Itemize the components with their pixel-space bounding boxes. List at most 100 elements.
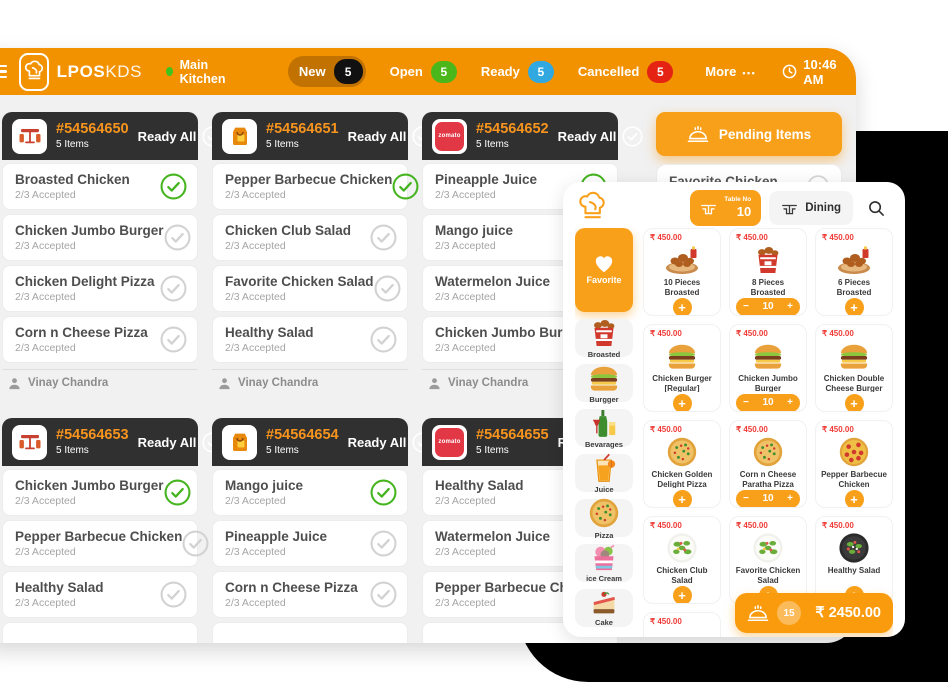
add-item-button[interactable]: + [672, 393, 692, 411]
order-item-row[interactable]: Corn n Cheese Pizza 2/3 Accepted [212, 571, 408, 618]
ready-all-button[interactable]: Ready All [558, 125, 644, 147]
increase-button[interactable]: + [787, 493, 793, 505]
add-item-button[interactable]: + [672, 297, 692, 315]
category-bevarages[interactable]: Bevarages [575, 409, 633, 449]
status-filter-new[interactable]: New 5 [287, 56, 366, 87]
order-item-row[interactable]: Chicken Jumbo Burger 2/3 Accepted [2, 214, 198, 261]
item-check-icon[interactable] [370, 224, 397, 251]
category-broasted[interactable]: Broasted [575, 319, 633, 359]
cart-bar[interactable]: 15 ₹ 2450.00 [735, 593, 893, 633]
item-check-icon[interactable] [182, 530, 209, 557]
increase-button[interactable]: + [787, 397, 793, 409]
menu-item-card[interactable]: ₹ 450.00 6 Pieces Broasted Chicken+3 Kubo… [815, 228, 893, 316]
category-burgger[interactable]: Burgger [575, 364, 633, 404]
item-check-icon[interactable] [374, 275, 401, 302]
item-check-icon[interactable] [160, 173, 187, 200]
item-check-icon[interactable] [370, 326, 397, 353]
ready-all-button[interactable]: Ready All [138, 431, 224, 453]
decrease-button[interactable]: − [743, 493, 749, 505]
order-item-row[interactable]: Chicken Jumbo Burger 2/3 Accepted [2, 469, 198, 516]
table-number-button[interactable]: Table No 10 [690, 190, 762, 226]
more-button[interactable]: More ••• [705, 64, 756, 79]
menu-item-name: Chicken Burger [Regular] [652, 373, 712, 392]
add-item-button[interactable]: + [672, 489, 692, 507]
add-item-button[interactable]: + [844, 393, 864, 411]
add-item-button[interactable]: + [844, 489, 864, 507]
menu-item-card[interactable]: ₹ 450.00 Chicken Club Salad + [643, 516, 721, 604]
order-item-meta: Pepper Barbecue Chicken 2/3 Accepted [435, 580, 602, 609]
add-item-button[interactable]: + [844, 297, 864, 315]
quantity-stepper[interactable]: − 10 + [736, 393, 800, 411]
item-check-icon[interactable] [160, 275, 187, 302]
pizza-pepperoni-icon [838, 436, 870, 468]
menu-item-card[interactable]: ₹ 450.00 Corn n Cheese Paratha Pizza − 10 + [729, 420, 807, 508]
person-icon [8, 377, 21, 390]
item-check-icon[interactable] [160, 581, 187, 608]
status-filter-cancelled[interactable]: Cancelled 5 [578, 60, 674, 83]
ready-all-check-icon[interactable] [622, 125, 643, 147]
menu-item-card[interactable]: ₹ 450.00 10 Pieces Broasted Chicken+5 Kub… [643, 228, 721, 316]
chef-hat-white-icon [22, 59, 46, 84]
order-item-row[interactable]: Healthy Salad 2/3 Accepted [212, 316, 408, 363]
ready-all-button[interactable]: Ready All [348, 431, 434, 453]
menu-item-card[interactable]: ₹ 450.00 Chicken Golden Delight Pizza + [643, 420, 721, 508]
order-card-header: #54564653 5 Items Ready All [2, 418, 223, 466]
item-check-icon[interactable] [392, 173, 419, 200]
order-item-row[interactable]: Broasted Chicken 2/3 Accepted [2, 163, 198, 210]
kitchen-selector[interactable]: Main Kitchen [166, 58, 236, 86]
category-juice[interactable]: Juice [575, 453, 633, 494]
menu-item-card[interactable]: ₹ 450.00 Chicken Burger [Regular] + [643, 324, 721, 412]
order-item-row[interactable]: Pepper Barbecue Chicken 2/3 Accepted [212, 163, 419, 210]
order-item-row[interactable]: Chicken Club Salad 2/3 Accepted [212, 214, 408, 261]
item-check-icon[interactable] [164, 224, 191, 251]
increase-button[interactable]: + [787, 301, 793, 313]
cloche-icon [747, 604, 769, 623]
ready-all-button[interactable]: Ready All [348, 125, 434, 147]
order-item-row[interactable]: Favorite Chicken Salad 2/3 Accepted [212, 265, 408, 312]
category-label: Juice [594, 484, 614, 494]
menu-item-card[interactable]: ₹ 450.00 8 Pieces Broasted Chicken+4 Kubo… [729, 228, 807, 316]
status-filter-ready[interactable]: Ready 5 [481, 60, 554, 83]
decrease-button[interactable]: − [743, 301, 749, 313]
order-item-row[interactable]: Mango juice 2/3 Accepted [212, 469, 408, 516]
menu-item-image [734, 243, 802, 277]
decrease-button[interactable]: − [743, 397, 749, 409]
menu-item-card[interactable]: ₹ 450.00 Pepper Barbecue Chicken + [815, 420, 893, 508]
ready-all-button[interactable]: Ready All [138, 125, 224, 147]
category-cake[interactable]: Cake [575, 589, 633, 627]
menu-item-partial[interactable]: ₹ 450.00 [643, 612, 721, 637]
menu-item-card[interactable]: ₹ 450.00 Chicken Jumbo Burger − 10 + [729, 324, 807, 412]
category-favorite[interactable]: Favorite [575, 228, 633, 312]
menu-item-name: Healthy Salad [827, 565, 881, 575]
item-check-icon[interactable] [160, 326, 187, 353]
icecream-icon [591, 544, 617, 572]
item-check-icon[interactable] [370, 530, 397, 557]
order-item-row[interactable]: Healthy Salad 2/3 Accepted [2, 571, 198, 618]
item-check-icon[interactable] [164, 479, 191, 506]
clock-icon [782, 64, 797, 79]
hamburger-menu-icon[interactable] [0, 64, 8, 79]
order-item-row[interactable]: Pepper Barbecue Chicken 2/3 Accepted [2, 520, 209, 567]
pending-items-button[interactable]: Pending Items [656, 112, 842, 156]
order-item-meta: Healthy Salad 2/3 Accepted [435, 478, 524, 507]
order-item-name: Pepper Barbecue Chicken [435, 580, 603, 595]
order-item-partial [212, 622, 408, 643]
status-filter-open[interactable]: Open 5 [390, 60, 457, 83]
quantity-stepper[interactable]: − 10 + [736, 297, 800, 315]
menu-item-image [734, 531, 802, 565]
item-check-icon[interactable] [370, 479, 397, 506]
item-check-icon[interactable] [370, 581, 397, 608]
menu-item-card[interactable]: ₹ 450.00 Chicken Double Cheese Burger + [815, 324, 893, 412]
search-button[interactable] [859, 191, 893, 225]
order-item-row[interactable]: Chicken Delight Pizza 2/3 Accepted [2, 265, 198, 312]
quantity-stepper[interactable]: − 10 + [736, 489, 800, 507]
order-item-row[interactable]: Corn n Cheese Pizza 2/3 Accepted [2, 316, 198, 363]
category-pizza[interactable]: Pizza [575, 498, 633, 540]
dining-mode-button[interactable]: Dining [769, 191, 853, 225]
order-item-row[interactable]: Pineapple Juice 2/3 Accepted [212, 520, 408, 567]
status-count-badge: 5 [333, 59, 363, 84]
add-item-button[interactable]: + [672, 585, 692, 603]
category-ice-cream[interactable]: ice Cream [575, 544, 633, 583]
